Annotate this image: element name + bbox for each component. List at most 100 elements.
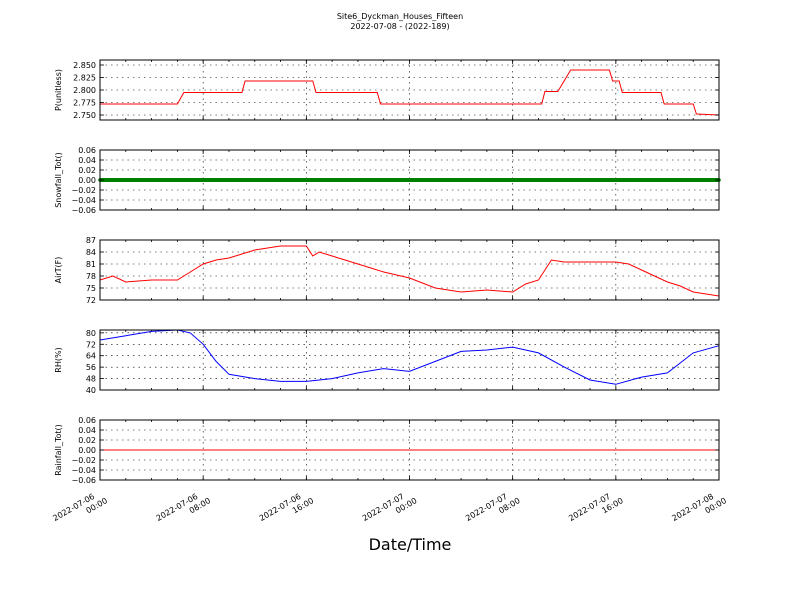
y-tick-label: 0.04 bbox=[78, 426, 96, 435]
data-point bbox=[452, 178, 457, 182]
data-point bbox=[465, 178, 470, 182]
data-point bbox=[188, 178, 193, 182]
data-point bbox=[449, 178, 454, 182]
data-point bbox=[217, 178, 222, 182]
data-point bbox=[678, 178, 683, 182]
data-point bbox=[107, 178, 112, 182]
x-tick-label: 2022-07-0600:00 bbox=[51, 487, 109, 531]
x-tick-label-text: 2022-07-0600:00 bbox=[51, 487, 109, 531]
data-point bbox=[381, 178, 386, 182]
data-point bbox=[307, 178, 312, 182]
data-point bbox=[240, 178, 244, 182]
data-point bbox=[375, 178, 380, 182]
data-point bbox=[436, 178, 441, 182]
data-point bbox=[552, 178, 557, 182]
data-point bbox=[643, 178, 647, 182]
data-point bbox=[253, 178, 257, 182]
x-tick-label-text: 2022-07-0616:00 bbox=[258, 487, 316, 531]
data-point bbox=[327, 178, 331, 182]
y-tick-label: 0.02 bbox=[78, 436, 96, 445]
y-tick-label: 0.04 bbox=[78, 156, 96, 165]
data-point bbox=[523, 178, 528, 182]
y-tick-label: 40 bbox=[86, 386, 96, 395]
y-axis-label: Rainfall_Tot() bbox=[54, 424, 63, 476]
y-tick-label: 64 bbox=[86, 352, 96, 361]
data-point bbox=[533, 178, 537, 182]
data-point bbox=[220, 178, 225, 182]
y-tick-label: 72 bbox=[86, 296, 96, 305]
data-point bbox=[688, 178, 692, 182]
data-point bbox=[510, 178, 515, 182]
data-point bbox=[594, 178, 599, 182]
data-point bbox=[314, 178, 318, 182]
data-point bbox=[117, 178, 122, 182]
axes-frame bbox=[99, 329, 720, 391]
y-tick-label: 2.750 bbox=[73, 111, 96, 120]
data-point bbox=[601, 178, 605, 182]
data-point bbox=[462, 178, 467, 182]
data-point bbox=[633, 178, 637, 182]
data-point bbox=[391, 178, 396, 182]
data-point bbox=[143, 178, 147, 182]
x-tick-label: 2022-07-0800:00 bbox=[670, 492, 728, 523]
data-point bbox=[604, 178, 608, 182]
data-point bbox=[543, 178, 547, 182]
x-tick-label: 2022-07-0616:00 bbox=[258, 487, 316, 531]
data-point bbox=[475, 178, 480, 182]
data-point bbox=[668, 178, 673, 182]
x-tick-label-text: 2022-07-0716:00 bbox=[567, 487, 625, 531]
data-point bbox=[691, 178, 695, 182]
data-point bbox=[704, 178, 708, 182]
y-tick-label: −0.02 bbox=[71, 186, 96, 195]
data-point bbox=[114, 178, 118, 182]
data-point bbox=[420, 178, 425, 182]
data-point bbox=[262, 178, 267, 182]
data-point bbox=[249, 178, 254, 182]
data-point bbox=[697, 178, 702, 182]
data-point bbox=[494, 178, 499, 182]
data-point bbox=[185, 178, 189, 182]
data-point bbox=[398, 178, 402, 182]
chart-subtitle: 2022-07-08 - (2022-189) bbox=[350, 22, 449, 31]
data-point bbox=[120, 178, 125, 182]
data-point bbox=[446, 178, 451, 182]
panel-2: −0.06−0.04−0.020.000.020.040.06 Snowfall_… bbox=[54, 146, 721, 215]
data-point bbox=[623, 178, 628, 182]
data-point bbox=[288, 178, 293, 182]
data-point bbox=[681, 178, 686, 182]
data-point bbox=[488, 178, 492, 182]
data-point bbox=[472, 178, 476, 182]
y-tick-label: 80 bbox=[86, 329, 96, 338]
data-point bbox=[675, 178, 679, 182]
data-point bbox=[346, 178, 351, 182]
data-point bbox=[556, 178, 560, 182]
data-point bbox=[311, 178, 315, 182]
data-point bbox=[672, 178, 676, 182]
data-point bbox=[146, 178, 151, 182]
y-tick-label: 48 bbox=[86, 375, 96, 384]
data-point bbox=[572, 178, 576, 182]
data-point bbox=[275, 178, 280, 182]
data-point bbox=[498, 178, 502, 182]
data-point bbox=[394, 178, 399, 182]
data-point bbox=[111, 178, 115, 182]
data-point bbox=[581, 178, 586, 182]
data-point bbox=[630, 178, 634, 182]
data-point bbox=[336, 178, 341, 182]
data-point bbox=[417, 178, 422, 182]
data-point bbox=[214, 178, 218, 182]
data-point bbox=[388, 178, 393, 182]
data-point bbox=[659, 178, 663, 182]
data-point bbox=[626, 178, 631, 182]
data-point bbox=[211, 178, 215, 182]
data-point bbox=[298, 178, 302, 182]
data-point bbox=[481, 178, 486, 182]
data-point bbox=[652, 178, 657, 182]
data-point bbox=[201, 178, 205, 182]
y-tick-label: 0.06 bbox=[78, 416, 96, 425]
data-point bbox=[365, 178, 370, 182]
data-point bbox=[617, 178, 621, 182]
data-point bbox=[610, 178, 615, 182]
data-point bbox=[710, 178, 715, 182]
data-point bbox=[359, 178, 363, 182]
